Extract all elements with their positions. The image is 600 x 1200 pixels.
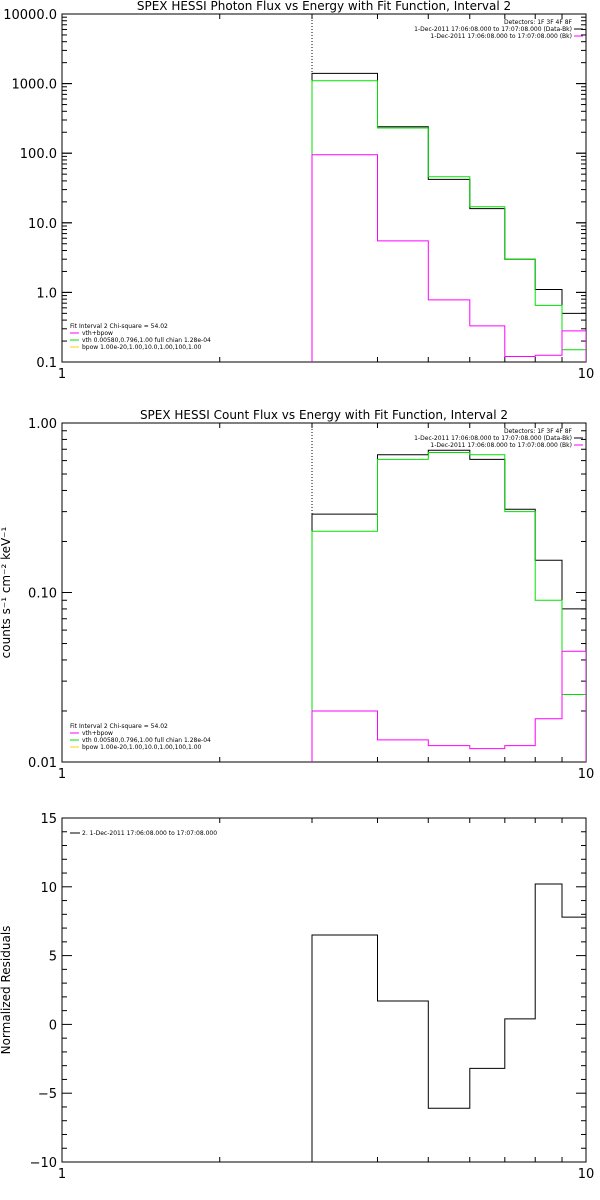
series-line-1: [311, 80, 586, 362]
chart-title: SPEX HESSI Count Flux vs Energy with Fit…: [140, 408, 508, 422]
series-line-1: [311, 452, 586, 762]
info-line: Detectors: 1F 3F 4F 8F: [504, 428, 573, 435]
info-line: Detectors: 1F 3F 4F 8F: [504, 19, 573, 26]
y-tick-label: 10.0: [28, 217, 57, 232]
y-tick-label: −5: [38, 1087, 57, 1102]
y-tick-label: 0.10: [28, 587, 57, 602]
y-tick-label: 0.1: [36, 356, 57, 371]
info-line: 1-Dec-2011 17:06:08.000 to 17:07:08.000 …: [414, 26, 572, 33]
y-tick-label: −10: [30, 1156, 57, 1171]
legend-entry: 2. 1-Dec-2011 17:06:08.000 to 17:07:08.0…: [82, 830, 217, 837]
series-group: [311, 883, 586, 1162]
plot-frame: [61, 817, 587, 1163]
y-tick-label: 0: [49, 1018, 57, 1033]
y-axis-label: Normalized Residuals: [0, 926, 13, 1055]
x-tick-label: 1: [58, 767, 66, 782]
x-tick-label: 1: [58, 1167, 66, 1182]
info-line: 1-Dec-2011 17:06:08.000 to 17:07:08.000 …: [414, 435, 572, 442]
x-tick-label: 10: [578, 1167, 595, 1182]
y-tick-label: 0.01: [28, 756, 57, 771]
x-tick-label: 10: [578, 767, 595, 782]
x-tick-label: 1: [58, 367, 66, 382]
panel-count: SPEX HESSI Count Flux vs Energy with Fit…: [0, 408, 594, 782]
series-group: [311, 72, 586, 362]
x-tick-label: 10: [578, 367, 595, 382]
y-tick-label: 10000.0: [3, 8, 57, 23]
info-line: 1-Dec-2011 17:06:08.000 to 17:07:08.000 …: [430, 33, 572, 40]
fit-line: Fit Interval 2 Chi-square = 54.02: [70, 323, 168, 330]
chart-title: SPEX HESSI Photon Flux vs Energy with Fi…: [137, 0, 511, 13]
y-tick-label: 1.00: [28, 417, 57, 432]
y-tick-label: 1000.0: [12, 78, 58, 93]
series-line-0: [311, 72, 586, 362]
fit-line: vth 0.00580,0.796,1.00 full chian 1.28e-…: [82, 737, 211, 744]
y-tick-label: 100.0: [20, 147, 57, 162]
panel-photon: SPEX HESSI Photon Flux vs Energy with Fi…: [3, 0, 594, 382]
y-tick-label: 15: [40, 812, 57, 827]
fit-line: vth 0.00580,0.796,1.00 full chian 1.28e-…: [82, 337, 211, 344]
series-line-2: [311, 650, 586, 762]
panel-resid: 1 10 15 10 5 0 −5 −10 Normalized Residuals 2. 1-D…: [0, 812, 594, 1182]
fit-line: vth+bpow: [82, 730, 113, 737]
series-line-0: [311, 883, 586, 1162]
series-group: [311, 449, 586, 762]
info-line: 1-Dec-2011 17:06:08.000 to 17:07:08.000 …: [430, 442, 572, 449]
y-axis-label: counts s⁻¹ cm⁻² keV⁻¹: [0, 526, 13, 658]
y-tick-label: 5: [49, 950, 57, 965]
fit-line: vth+bpow: [82, 330, 113, 337]
y-tick-label: 10: [40, 881, 57, 896]
series-line-0: [311, 449, 586, 762]
series-line-2: [311, 154, 586, 362]
fit-line: bpow 1.00e-20,1.00,10.0,1.00,100,1.00: [82, 744, 202, 751]
fit-line: bpow 1.00e-20,1.00,10.0,1.00,100,1.00: [82, 344, 202, 351]
fit-line: Fit Interval 2 Chi-square = 54.02: [70, 723, 168, 730]
plot-frame: [61, 13, 587, 363]
y-tick-label: 1.0: [36, 286, 57, 301]
